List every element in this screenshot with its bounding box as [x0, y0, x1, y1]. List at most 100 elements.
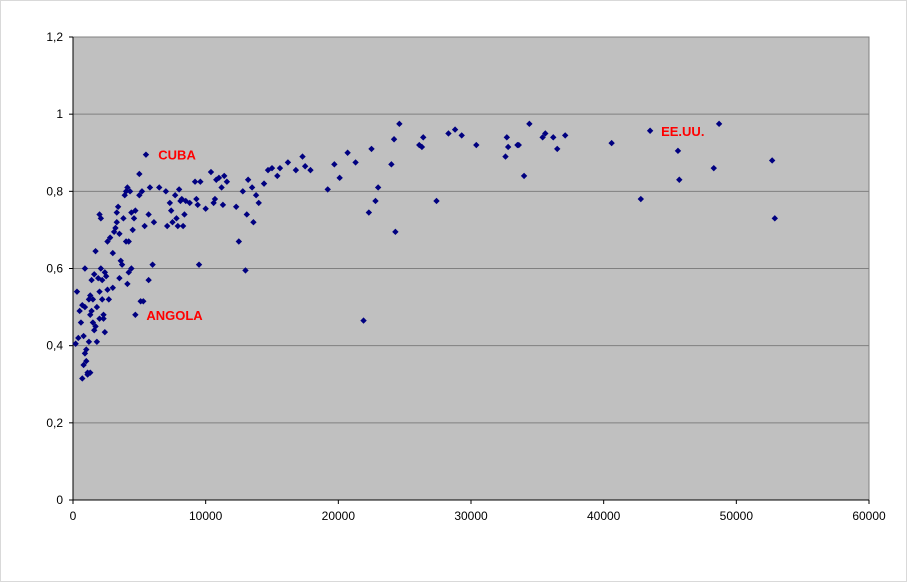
- data-point: [331, 161, 338, 168]
- data-point: [710, 164, 717, 172]
- data-point: [232, 203, 240, 210]
- data-point: [268, 164, 276, 172]
- data-point: [213, 176, 220, 183]
- x-tick-label: 50000: [720, 509, 754, 523]
- data-point: [124, 184, 131, 191]
- data-point: [120, 215, 127, 222]
- data-point: [207, 168, 215, 176]
- data-point: [676, 176, 683, 183]
- data-point: [255, 199, 262, 207]
- data-point: [96, 211, 103, 218]
- data-point: [554, 145, 561, 153]
- data-point: [550, 134, 557, 141]
- data-point: [365, 209, 373, 216]
- data-point: [92, 247, 99, 255]
- data-point: [458, 132, 465, 139]
- data-point: [105, 296, 113, 303]
- data-point: [175, 186, 183, 193]
- data-point: [126, 188, 134, 195]
- data-point: [242, 267, 249, 274]
- data-point: [274, 172, 281, 180]
- data-point: [390, 136, 398, 143]
- data-point: [515, 141, 522, 149]
- data-point: [502, 153, 509, 160]
- data-point: [146, 184, 154, 191]
- y-tick-label: 0,6: [46, 262, 63, 276]
- data-point: [110, 228, 118, 236]
- data-point: [93, 338, 101, 346]
- data-point: [97, 215, 105, 222]
- data-point: [145, 211, 152, 218]
- data-point: [171, 191, 179, 199]
- data-point: [96, 288, 103, 295]
- data-point: [368, 145, 375, 153]
- data-point: [646, 127, 654, 134]
- data-point: [132, 311, 139, 318]
- data-point: [98, 296, 106, 303]
- data-point: [239, 188, 247, 195]
- x-tick-label: 40000: [587, 509, 621, 523]
- data-point: [81, 303, 89, 311]
- data-point: [542, 130, 549, 137]
- y-tick-label: 1: [56, 107, 63, 121]
- data-point: [136, 170, 143, 178]
- data-point: [768, 157, 776, 164]
- data-point: [138, 188, 146, 195]
- data-point: [130, 215, 138, 222]
- data-point: [473, 141, 480, 149]
- data-point: [87, 292, 94, 299]
- data-point: [344, 149, 351, 156]
- data-point: [83, 357, 90, 365]
- data-point: [116, 274, 123, 282]
- data-point: [128, 265, 135, 272]
- data-point: [608, 139, 615, 147]
- data-point: [250, 219, 257, 226]
- data-point: [96, 315, 103, 322]
- x-tick-label: 0: [70, 509, 77, 523]
- data-point: [118, 261, 126, 268]
- data-point: [360, 317, 367, 324]
- data-point: [75, 334, 82, 342]
- data-point: [292, 166, 300, 174]
- data-point: [215, 174, 223, 182]
- y-tick-label: 0,8: [46, 184, 63, 198]
- data-point: [87, 369, 94, 376]
- data-point: [145, 276, 152, 284]
- data-point: [104, 238, 111, 245]
- data-point: [124, 280, 131, 288]
- x-axis-ticks: 0 10000 20000 30000 40000 50000 60000: [70, 500, 886, 523]
- data-point: [503, 134, 511, 141]
- data-point: [100, 315, 107, 322]
- data-point: [136, 191, 143, 199]
- x-tick-label: 20000: [322, 509, 356, 523]
- data-point: [252, 191, 260, 199]
- data-points: [72, 120, 779, 382]
- data-point: [260, 180, 268, 187]
- data-point: [97, 265, 105, 272]
- data-point: [73, 288, 81, 295]
- data-point: [372, 197, 379, 205]
- data-point: [715, 120, 723, 128]
- data-point: [109, 284, 116, 291]
- data-point: [307, 166, 314, 174]
- data-point: [191, 178, 199, 185]
- y-tick-label: 1,2: [46, 30, 63, 44]
- data-point: [112, 224, 119, 232]
- data-point: [352, 159, 359, 166]
- annotation-label: EE.UU.: [661, 124, 704, 139]
- data-point: [114, 203, 122, 210]
- data-point: [299, 153, 306, 160]
- data-point: [388, 161, 395, 168]
- data-point: [235, 238, 243, 245]
- data-point: [116, 230, 123, 237]
- data-point: [169, 219, 176, 226]
- data-point: [284, 159, 292, 166]
- data-point: [166, 199, 174, 207]
- data-point: [89, 296, 97, 303]
- data-point: [276, 164, 284, 172]
- data-point: [526, 120, 533, 128]
- data-point: [195, 261, 203, 268]
- data-point: [451, 126, 459, 133]
- data-point: [179, 222, 187, 230]
